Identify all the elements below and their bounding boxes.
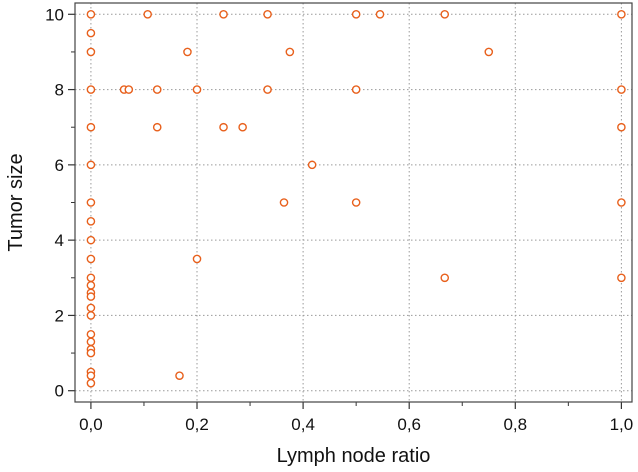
data-point <box>238 122 247 132</box>
data-point <box>86 28 96 38</box>
data-point <box>617 9 626 19</box>
y-tick-labels: 0 2 4 6 8 10 <box>45 5 64 400</box>
data-point <box>86 337 96 347</box>
data-point <box>86 329 96 339</box>
data-point <box>375 9 385 19</box>
data-point <box>440 9 450 19</box>
data-point <box>143 9 152 19</box>
data-point <box>351 85 361 94</box>
data-point <box>183 47 192 57</box>
data-point <box>617 198 626 207</box>
data-point <box>86 292 96 301</box>
data-point <box>86 160 96 170</box>
data-point <box>219 122 228 132</box>
data-point <box>86 281 96 290</box>
grid-lines <box>75 3 632 402</box>
data-point <box>86 348 96 358</box>
y-tick-label: 0 <box>55 382 64 401</box>
data-point <box>86 122 96 132</box>
data-point <box>351 9 361 19</box>
x-tick-label: 0,6 <box>397 415 421 434</box>
plot-frame <box>74 2 633 403</box>
data-point <box>440 273 450 283</box>
data-point <box>285 47 295 57</box>
data-point <box>175 371 184 380</box>
y-tick-label: 10 <box>45 5 64 24</box>
data-point <box>124 85 134 94</box>
y-tick-label: 4 <box>55 231 64 250</box>
data-point <box>307 160 317 170</box>
data-point <box>263 85 272 94</box>
data-point <box>263 9 272 19</box>
data-point <box>484 47 494 57</box>
x-tick-labels: 0,0 0,2 0,4 0,6 0,8 1,0 <box>79 415 633 434</box>
data-point <box>86 273 96 283</box>
x-tick-label: 0,0 <box>79 415 103 434</box>
data-point <box>617 122 626 132</box>
x-tick-label: 1,0 <box>610 415 634 434</box>
data-point <box>86 254 96 264</box>
data-point <box>86 311 96 320</box>
data-point <box>617 273 626 283</box>
data-point <box>192 254 202 264</box>
data-point <box>351 198 361 207</box>
data-point <box>86 85 96 94</box>
data-point <box>219 9 228 19</box>
data-point <box>86 47 96 57</box>
data-point <box>86 378 96 388</box>
data-point <box>86 9 96 19</box>
data-point <box>86 198 96 207</box>
x-tick-label: 0,2 <box>185 415 209 434</box>
x-tick-label: 0,8 <box>503 415 527 434</box>
axis-ticks <box>68 13 622 409</box>
data-points <box>86 9 626 388</box>
data-point <box>86 303 96 313</box>
y-axis-label: Tumor size <box>5 153 27 251</box>
y-tick-label: 2 <box>55 306 64 325</box>
data-point <box>86 217 96 226</box>
data-point <box>86 235 96 245</box>
data-point <box>86 371 96 380</box>
data-point <box>279 198 289 207</box>
y-tick-label: 6 <box>55 156 64 175</box>
data-point <box>192 85 202 94</box>
y-tick-label: 8 <box>55 81 64 100</box>
data-point <box>617 85 626 94</box>
x-axis-label: Lymph node ratio <box>277 445 431 467</box>
data-point <box>152 85 162 94</box>
x-tick-label: 0,4 <box>291 415 315 434</box>
data-point <box>152 122 162 132</box>
